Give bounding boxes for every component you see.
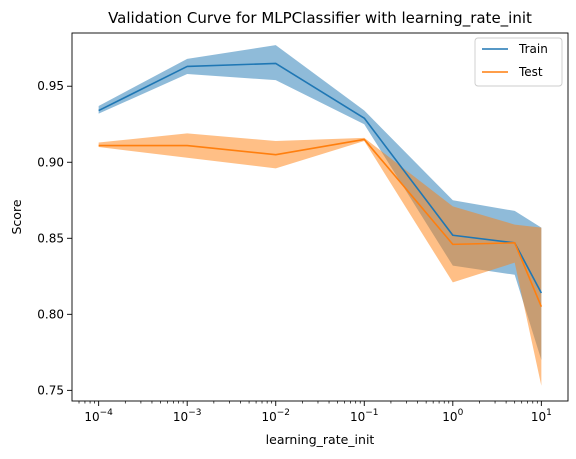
x-tick-label: 101 <box>531 408 552 424</box>
line-test <box>98 138 543 308</box>
x-axis-ticks: 10−4 10−3 10−2 10−1 100 101 <box>78 401 552 424</box>
legend-label-test: Test <box>518 65 543 79</box>
y-tick-label: 0.95 <box>37 79 64 93</box>
x-tick-label: 10−1 <box>350 408 379 424</box>
plot-frame <box>71 32 569 402</box>
x-tick-label: 10−4 <box>84 408 113 424</box>
y-axis-ticks: 0.75 0.80 0.85 0.90 0.95 <box>37 79 72 397</box>
series-lines <box>98 62 543 308</box>
legend-label-train: Train <box>518 42 548 56</box>
chart-title: Validation Curve for MLPClassifier with … <box>108 9 532 28</box>
legend: Train Test <box>474 37 563 87</box>
y-tick-label: 0.85 <box>37 231 64 245</box>
x-tick-label: 10−3 <box>173 408 202 424</box>
legend-box <box>474 37 563 87</box>
x-tick-label: 100 <box>442 408 463 424</box>
x-axis-label: learning_rate_init <box>266 432 375 447</box>
y-axis-label: Score <box>9 199 24 234</box>
x-tick-label: 10−2 <box>261 408 290 424</box>
band-test <box>98 133 542 386</box>
band-train <box>98 45 542 360</box>
confidence-bands <box>98 45 542 386</box>
y-tick-label: 0.90 <box>37 155 64 169</box>
y-tick-label: 0.75 <box>37 383 64 397</box>
y-tick-label: 0.80 <box>37 307 64 321</box>
